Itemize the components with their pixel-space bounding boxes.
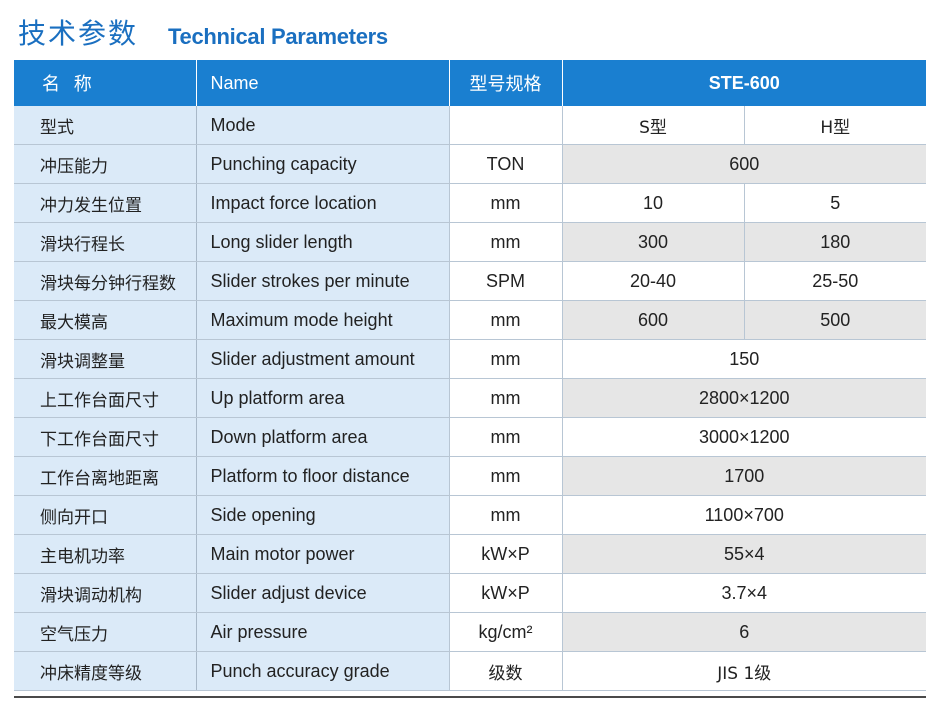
row-name-en: Long slider length — [196, 222, 450, 262]
row-name-en: Slider adjust device — [196, 573, 450, 613]
table-row: 最大模高 Maximum mode height mm 600 500 — [14, 300, 927, 340]
row-name-en: Air pressure — [196, 612, 450, 652]
parameters-table-container: 名 称 Name 型号规格 STE-600 型式 Mode S型 H型 冲压能力 Punc… — [14, 60, 927, 691]
row-unit: mm — [449, 222, 563, 262]
row-name-cn: 冲力发生位置 — [14, 183, 197, 223]
row-unit: mm — [449, 339, 563, 379]
table-row: 下工作台面尺寸 Down platform area mm 3000×1200 — [14, 417, 927, 457]
row-name-cn: 型式 — [14, 106, 197, 145]
row-unit: mm — [449, 495, 563, 535]
row-value: 150 — [562, 339, 927, 379]
row-unit — [449, 106, 563, 145]
row-value: 3.7×4 — [562, 573, 927, 613]
row-name-cn: 滑块每分钟行程数 — [14, 261, 197, 301]
row-value: 6 — [562, 612, 927, 652]
header-spec: 型号规格 — [449, 60, 563, 106]
row-name-en: Slider strokes per minute — [196, 261, 450, 301]
row-name-en: Maximum mode height — [196, 300, 450, 340]
row-unit: mm — [449, 456, 563, 496]
row-name-en: Side opening — [196, 495, 450, 535]
table-row: 冲床精度等级 Punch accuracy grade 级数 JIS 1级 — [14, 651, 927, 691]
row-unit: mm — [449, 183, 563, 223]
page-title-en: Technical Parameters — [168, 24, 388, 49]
row-name-cn: 滑块调动机构 — [14, 573, 197, 613]
row-unit: mm — [449, 417, 563, 457]
row-name-cn: 主电机功率 — [14, 534, 197, 574]
row-name-cn: 最大模高 — [14, 300, 197, 340]
row-value: 55×4 — [562, 534, 927, 574]
row-value-h: 180 — [744, 222, 927, 262]
row-unit: SPM — [449, 261, 563, 301]
row-name-en: Impact force location — [196, 183, 450, 223]
row-value: 1100×700 — [562, 495, 927, 535]
header-name-en: Name — [196, 60, 450, 106]
table-row: 滑块调整量 Slider adjustment amount mm 150 — [14, 339, 927, 379]
table-row: 型式 Mode S型 H型 — [14, 106, 927, 145]
row-name-cn: 工作台离地距离 — [14, 456, 197, 496]
row-name-cn: 滑块调整量 — [14, 339, 197, 379]
row-name-cn: 冲床精度等级 — [14, 651, 197, 691]
row-name-cn: 侧向开口 — [14, 495, 197, 535]
row-name-en: Punching capacity — [196, 144, 450, 184]
row-value-s: 20-40 — [562, 261, 745, 301]
row-value-h: 500 — [744, 300, 927, 340]
row-unit: mm — [449, 300, 563, 340]
table-row: 冲力发生位置 Impact force location mm 10 5 — [14, 183, 927, 223]
row-unit: kW×P — [449, 534, 563, 574]
row-unit: kW×P — [449, 573, 563, 613]
table-header-row: 名 称 Name 型号规格 STE-600 — [14, 60, 927, 106]
row-value-s: 300 — [562, 222, 745, 262]
table-row: 上工作台面尺寸 Up platform area mm 2800×1200 — [14, 378, 927, 418]
page-header: 技术参数 Technical Parameters — [18, 6, 388, 52]
row-value-s: S型 — [562, 106, 745, 145]
row-name-en: Platform to floor distance — [196, 456, 450, 496]
row-unit: kg/cm² — [449, 612, 563, 652]
table-body: 型式 Mode S型 H型 冲压能力 Punching capacity TON 600 冲力发… — [14, 106, 927, 691]
table-row: 工作台离地距离 Platform to floor distance mm 1700 — [14, 456, 927, 496]
row-name-en: Up platform area — [196, 378, 450, 418]
row-name-en: Down platform area — [196, 417, 450, 457]
row-unit: 级数 — [449, 651, 563, 691]
table-row: 滑块调动机构 Slider adjust device kW×P 3.7×4 — [14, 573, 927, 613]
row-unit: TON — [449, 144, 563, 184]
row-value-h: 5 — [744, 183, 927, 223]
row-name-en: Slider adjustment amount — [196, 339, 450, 379]
table-row: 冲压能力 Punching capacity TON 600 — [14, 144, 927, 184]
row-value: 1700 — [562, 456, 927, 496]
row-value-s: 600 — [562, 300, 745, 340]
bottom-divider — [14, 696, 926, 698]
header-name-cn: 名 称 — [14, 60, 197, 106]
row-value-h: 25-50 — [744, 261, 927, 301]
row-value: 3000×1200 — [562, 417, 927, 457]
row-unit: mm — [449, 378, 563, 418]
row-name-cn: 空气压力 — [14, 612, 197, 652]
row-name-en: Punch accuracy grade — [196, 651, 450, 691]
table-row: 主电机功率 Main motor power kW×P 55×4 — [14, 534, 927, 574]
table-row: 滑块每分钟行程数 Slider strokes per minute SPM 20-4… — [14, 261, 927, 301]
row-name-en: Main motor power — [196, 534, 450, 574]
page-title-cn: 技术参数 — [18, 17, 139, 50]
row-value-s: 10 — [562, 183, 745, 223]
row-value: JIS 1级 — [562, 651, 927, 691]
row-name-en: Mode — [196, 106, 450, 145]
row-name-cn: 下工作台面尺寸 — [14, 417, 197, 457]
row-name-cn: 滑块行程长 — [14, 222, 197, 262]
table-row: 滑块行程长 Long slider length mm 300 180 — [14, 222, 927, 262]
parameters-table: 名 称 Name 型号规格 STE-600 型式 Mode S型 H型 冲压能力 Punc… — [14, 60, 927, 691]
row-value-h: H型 — [744, 106, 927, 145]
row-value: 2800×1200 — [562, 378, 927, 418]
row-name-cn: 冲压能力 — [14, 144, 197, 184]
table-row: 侧向开口 Side opening mm 1100×700 — [14, 495, 927, 535]
row-value: 600 — [562, 144, 927, 184]
row-name-cn: 上工作台面尺寸 — [14, 378, 197, 418]
header-model: STE-600 — [562, 60, 927, 106]
table-row: 空气压力 Air pressure kg/cm² 6 — [14, 612, 927, 652]
